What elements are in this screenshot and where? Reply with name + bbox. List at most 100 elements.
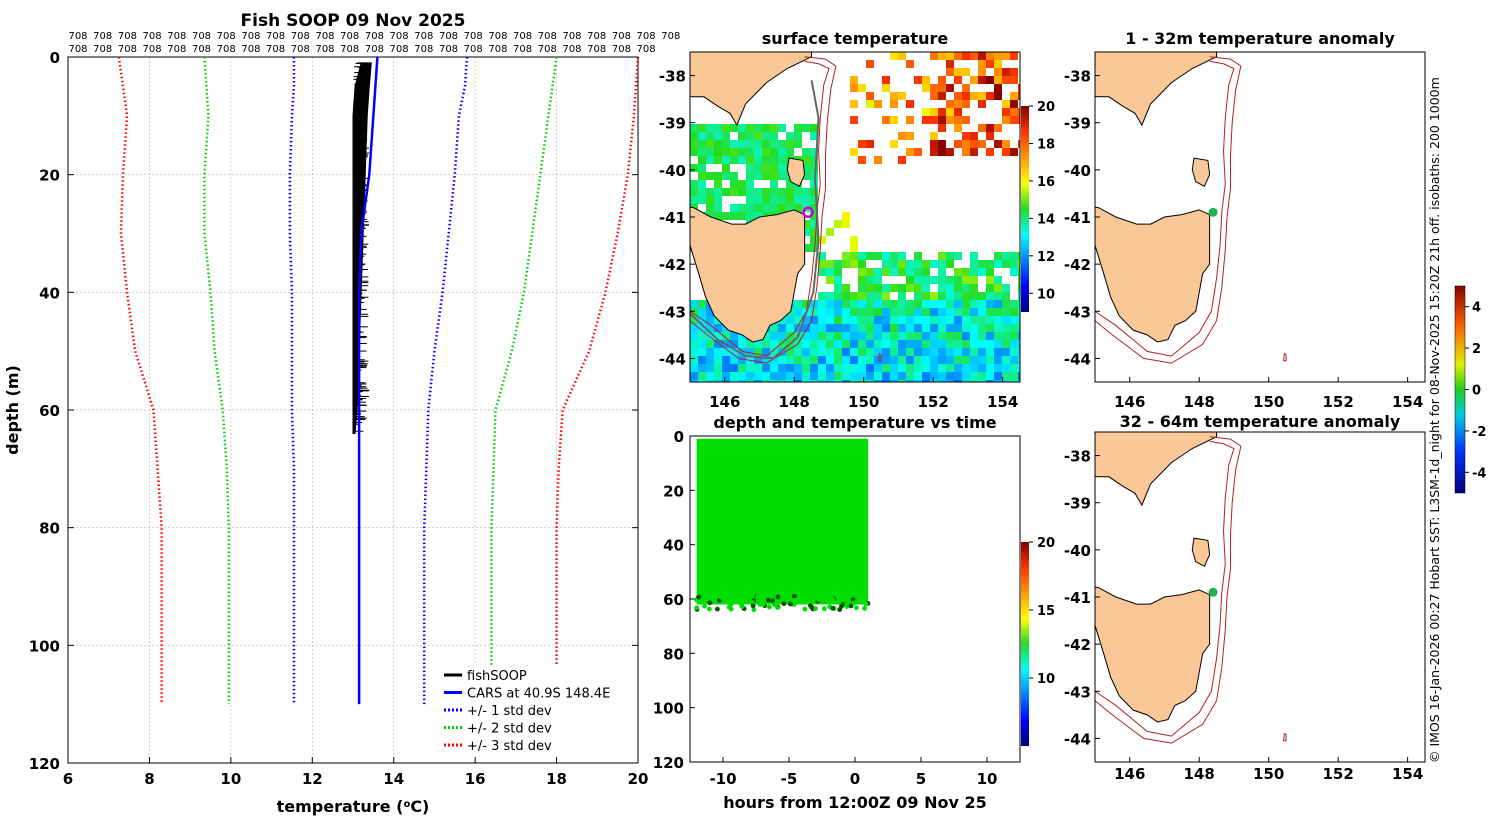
- sst-pixel: [866, 340, 874, 348]
- y-tick-label: 20: [39, 167, 60, 185]
- ts-point: [751, 607, 757, 613]
- x-tick-label: 0: [850, 770, 860, 788]
- sst-pixel: [802, 316, 810, 324]
- sst-pixel: [754, 372, 762, 380]
- sst-pixel: [914, 300, 922, 308]
- sst-pixel: [978, 332, 986, 340]
- sst-pixel: [714, 356, 722, 364]
- sst-pixel: [746, 164, 754, 172]
- top-label: 708: [167, 44, 186, 55]
- sst-pixel: [738, 348, 746, 356]
- sst-pixel: [970, 380, 978, 382]
- sst-pixel: [922, 308, 930, 316]
- sst-pixel: [858, 276, 866, 284]
- sst-pixel: [810, 156, 818, 164]
- sst-pixel: [962, 276, 970, 284]
- sst-pixel: [890, 372, 898, 380]
- sst-pixel: [946, 380, 954, 382]
- sst-pixel: [946, 372, 954, 380]
- sst-pixel: [890, 268, 898, 276]
- x-tick-label: 150: [848, 393, 879, 411]
- sst-pixel: [938, 348, 946, 356]
- legend-label: +/- 1 std dev: [467, 704, 552, 719]
- sst-pixel: [706, 324, 714, 332]
- top-label: 708: [291, 44, 310, 55]
- sst-pixel: [802, 372, 810, 380]
- sst-pixel: [994, 140, 1002, 148]
- sst-pixel: [922, 300, 930, 308]
- sst-pixel: [698, 340, 706, 348]
- sst-pixel: [722, 164, 730, 172]
- sst-pixel: [786, 196, 794, 204]
- sst-pixel: [882, 260, 890, 268]
- colorbar-tick-label: 4: [1472, 301, 1481, 316]
- sst-pixel: [818, 348, 826, 356]
- sst-pixel: [690, 188, 698, 196]
- sst-pixel: [906, 300, 914, 308]
- sst-pixel: [818, 308, 826, 316]
- x-tick-label: 146: [1114, 765, 1145, 783]
- sst-pixel: [778, 140, 786, 148]
- sst-pixel: [946, 284, 954, 292]
- flinders-island-land: [786, 157, 806, 188]
- isobath-200m: [690, 60, 830, 357]
- sst-pixel: [778, 372, 786, 380]
- sst-pixel: [842, 300, 850, 308]
- profile-top-labels: 708 708 708 708 708 708 708 708 708 708 708 708 708 7…: [68, 31, 680, 55]
- top-label: 708: [464, 44, 483, 55]
- sst-pixel: [818, 268, 826, 276]
- sst-pixel: [850, 372, 858, 380]
- ts-point: [813, 606, 818, 611]
- sst-pixel: [834, 316, 842, 324]
- sst-pixel: [714, 380, 722, 382]
- sst-pixel: [786, 324, 794, 332]
- sst-pixel: [938, 52, 946, 60]
- sst-pixel: [754, 340, 762, 348]
- cars-at-40-9s-148-4e-line: [357, 56, 379, 705]
- sst-pixel: [722, 364, 730, 372]
- ts-point: [707, 600, 713, 606]
- sst-pixel: [906, 60, 914, 68]
- sst-pixel: [842, 220, 850, 228]
- sst-pixel: [922, 356, 930, 364]
- tasmania-land: [1095, 206, 1211, 343]
- sst-pixel: [946, 356, 954, 364]
- sst-pixel: [946, 68, 954, 76]
- sst-pixel: [722, 140, 730, 148]
- sst-pixel: [786, 140, 794, 148]
- ts-data-block: [696, 438, 869, 605]
- sst-pixel: [754, 196, 762, 204]
- sst-pixel: [834, 340, 842, 348]
- sst-pixel: [970, 308, 978, 316]
- sst-pixel: [986, 268, 994, 276]
- sst-pixel: [882, 252, 890, 260]
- sst-pixel: [954, 316, 962, 324]
- profile-xlabel: temperature (oC): [277, 797, 430, 816]
- sst-pixel: [962, 148, 970, 156]
- anomaly-colorbar: [1454, 285, 1466, 494]
- sst-pixel: [706, 356, 714, 364]
- ts-point: [702, 603, 707, 609]
- sst-pixel: [954, 292, 962, 300]
- top-label: 708: [562, 44, 581, 55]
- sst-pixel: [1010, 332, 1018, 340]
- sst-pixel: [842, 260, 850, 268]
- sst-pixel: [866, 60, 874, 68]
- x-tick-label: 148: [1184, 393, 1215, 411]
- sst-pixel: [826, 340, 834, 348]
- sst-pixel: [802, 196, 810, 204]
- ts-point: [863, 601, 869, 607]
- sst-pixel: [954, 268, 962, 276]
- y-tick-label: 40: [663, 537, 684, 555]
- sst-pixel: [802, 164, 810, 172]
- sst-pixel: [730, 372, 738, 380]
- sst-pixel: [1018, 84, 1020, 92]
- sst-pixel: [914, 148, 922, 156]
- sst-pixel: [874, 156, 882, 164]
- sst-pixel: [882, 316, 890, 324]
- x-tick-label: 10: [220, 770, 241, 788]
- ts-point: [791, 597, 797, 603]
- sst-pixel: [698, 324, 706, 332]
- sst-pixel: [882, 372, 890, 380]
- sst-pixel: [810, 172, 818, 180]
